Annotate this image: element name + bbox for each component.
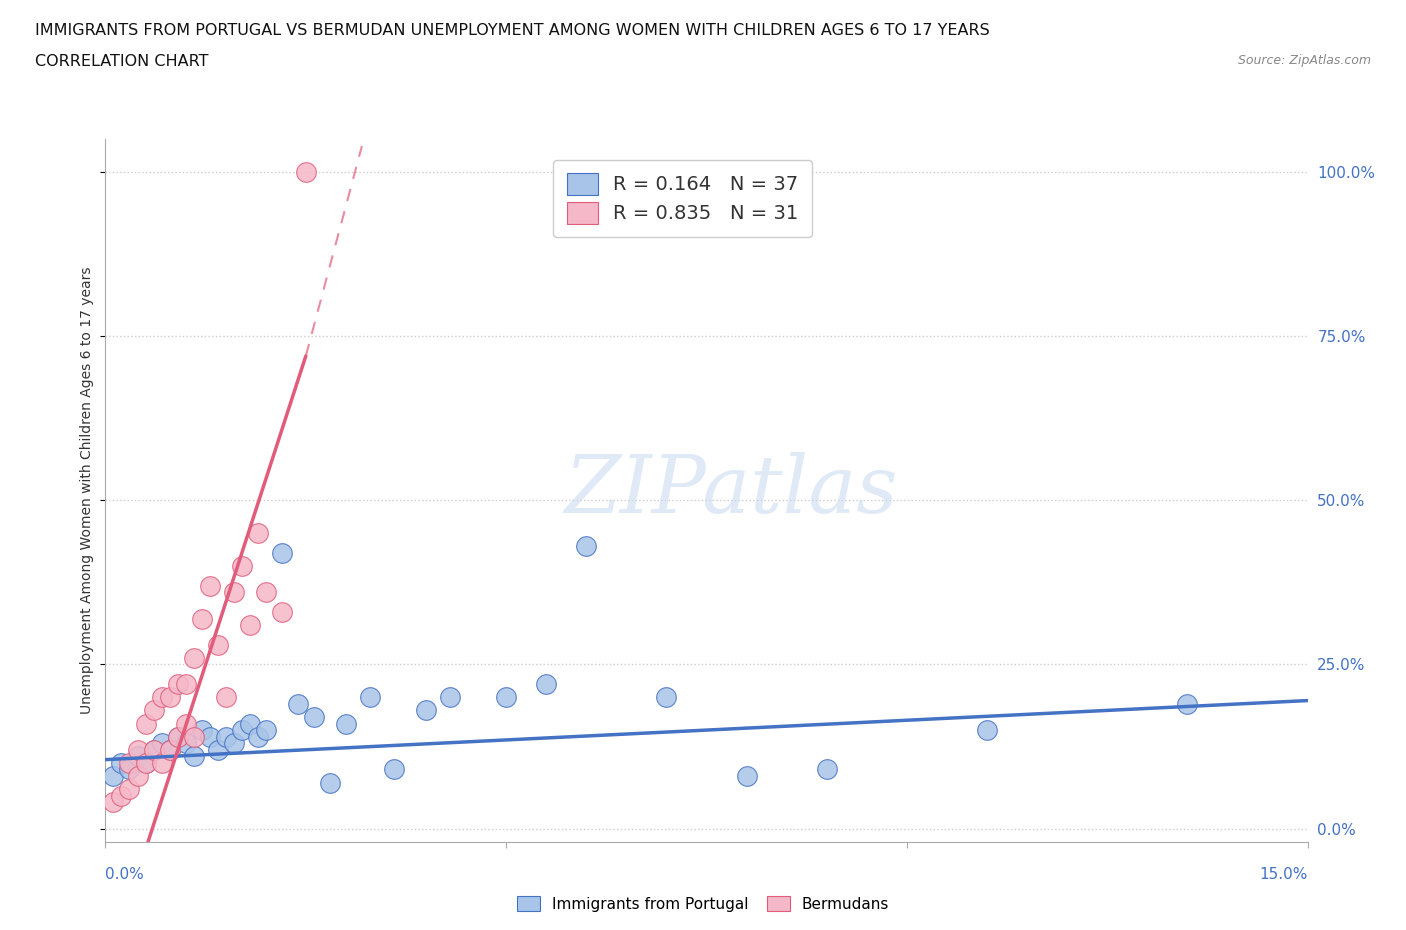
Text: CORRELATION CHART: CORRELATION CHART [35, 54, 208, 69]
Point [222, 585, 245, 600]
Point [150, 690, 173, 705]
Point [302, 710, 325, 724]
Point [295, 165, 318, 179]
Point [142, 742, 165, 757]
Point [198, 578, 221, 593]
Point [359, 690, 381, 705]
Text: ZIPatlas: ZIPatlas [564, 452, 897, 529]
Point [270, 546, 292, 561]
Point [174, 677, 197, 692]
Point [166, 677, 188, 692]
Point [183, 650, 205, 665]
Point [142, 703, 165, 718]
Legend: R = 0.164   N = 37, R = 0.835   N = 31: R = 0.164 N = 37, R = 0.835 N = 31 [553, 160, 813, 237]
Point [118, 762, 141, 777]
Point [534, 677, 557, 692]
Point [270, 604, 292, 619]
Point [655, 690, 678, 705]
Point [231, 559, 253, 574]
Point [190, 611, 212, 626]
Point [207, 742, 229, 757]
Text: 15.0%: 15.0% [1260, 867, 1308, 882]
Point [135, 755, 157, 770]
Point [183, 749, 205, 764]
Point [214, 690, 236, 705]
Point [815, 762, 838, 777]
Point [239, 618, 262, 632]
Legend: Immigrants from Portugal, Bermudans: Immigrants from Portugal, Bermudans [510, 889, 896, 918]
Point [246, 729, 269, 744]
Point [222, 736, 245, 751]
Point [142, 742, 165, 757]
Point [207, 637, 229, 652]
Point [166, 729, 188, 744]
Point [110, 789, 132, 804]
Point [214, 729, 236, 744]
Point [159, 690, 181, 705]
Point [159, 742, 181, 757]
Point [198, 729, 221, 744]
Point [174, 716, 197, 731]
Point [135, 716, 157, 731]
Y-axis label: Unemployment Among Women with Children Ages 6 to 17 years: Unemployment Among Women with Children A… [80, 267, 94, 714]
Point [127, 749, 149, 764]
Point [174, 736, 197, 751]
Point [118, 782, 141, 797]
Point [415, 703, 437, 718]
Point [976, 723, 998, 737]
Point [239, 716, 262, 731]
Point [103, 795, 125, 810]
Point [118, 755, 141, 770]
Point [150, 755, 173, 770]
Point [319, 775, 342, 790]
Point [382, 762, 405, 777]
Point [166, 729, 188, 744]
Point [254, 585, 277, 600]
Text: Source: ZipAtlas.com: Source: ZipAtlas.com [1237, 54, 1371, 67]
Point [135, 755, 157, 770]
Point [127, 768, 149, 783]
Point [246, 525, 269, 540]
Point [254, 723, 277, 737]
Point [335, 716, 357, 731]
Point [150, 736, 173, 751]
Point [231, 723, 253, 737]
Point [287, 697, 309, 711]
Point [575, 538, 598, 553]
Text: IMMIGRANTS FROM PORTUGAL VS BERMUDAN UNEMPLOYMENT AMONG WOMEN WITH CHILDREN AGES: IMMIGRANTS FROM PORTUGAL VS BERMUDAN UNE… [35, 23, 990, 38]
Point [103, 768, 125, 783]
Text: 0.0%: 0.0% [105, 867, 145, 882]
Point [190, 723, 212, 737]
Point [183, 729, 205, 744]
Point [1177, 697, 1199, 711]
Point [439, 690, 461, 705]
Point [159, 742, 181, 757]
Point [735, 768, 758, 783]
Point [495, 690, 517, 705]
Point [127, 742, 149, 757]
Point [110, 755, 132, 770]
